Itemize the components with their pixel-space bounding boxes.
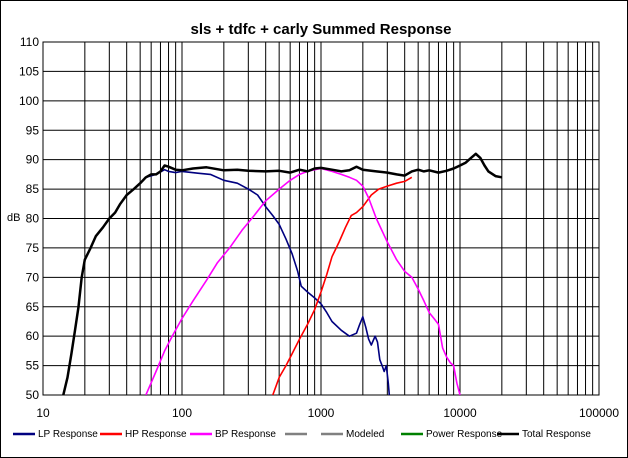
- y-tick-label: 110: [20, 35, 39, 49]
- grid: [42, 41, 600, 396]
- chart-title: sls + tdfc + carly Summed Response: [191, 21, 452, 38]
- legend-label: LP Response: [38, 429, 98, 440]
- legend-label: HP Response: [125, 429, 187, 440]
- legend-label: Power Response: [426, 429, 503, 440]
- x-tick-label: 100: [172, 406, 192, 420]
- y-tick-label: 105: [19, 64, 39, 78]
- axes: 10 100 1000 10000 100000 50 55 60 65 70 75 80 85 90 95…: [19, 35, 619, 420]
- legend: LP Response HP Response BP Response Modeled…: [13, 429, 591, 440]
- y-tick-label: 90: [26, 153, 40, 167]
- bp-response-line: [145, 167, 461, 395]
- legend-label: Modeled: [346, 429, 384, 440]
- x-tick-label: 10: [36, 406, 50, 420]
- lp-response-line: [139, 168, 391, 395]
- y-tick-label: 75: [26, 241, 40, 255]
- y-tick-label: 60: [26, 329, 40, 343]
- x-tick-label: 100000: [579, 406, 619, 420]
- y-tick-label: 85: [26, 182, 40, 196]
- y-tick-label: 80: [26, 212, 40, 226]
- y-axis-label: dB: [7, 212, 20, 224]
- y-tick-label: 100: [19, 94, 39, 108]
- y-tick-label: 95: [26, 123, 40, 137]
- y-tick-label: 50: [26, 388, 40, 402]
- y-tick-label: 65: [26, 300, 40, 314]
- legend-label: BP Response: [215, 429, 276, 440]
- legend-label: Total Response: [522, 429, 591, 440]
- total-response-line: [62, 152, 503, 395]
- x-tick-label: 10000: [443, 406, 477, 420]
- hp-response-line: [272, 176, 413, 395]
- x-tick-label: 1000: [308, 406, 335, 420]
- y-tick-label: 55: [26, 359, 40, 373]
- series-layer: [62, 152, 503, 395]
- y-tick-label: 70: [26, 270, 40, 284]
